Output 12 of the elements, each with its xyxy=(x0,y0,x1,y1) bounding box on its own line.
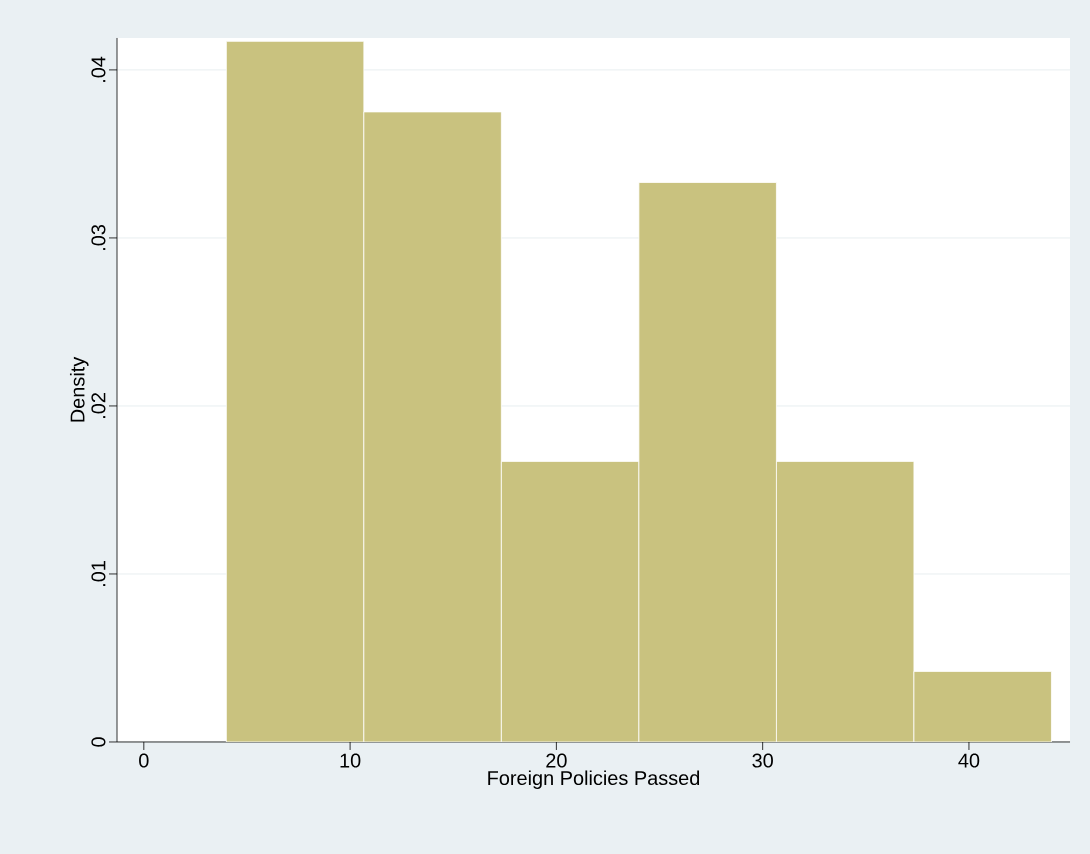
x-tick-label: 10 xyxy=(340,753,361,768)
y-axis-title: Density xyxy=(69,356,89,422)
x-tick-label: 0 xyxy=(139,753,149,768)
y-tick-label: .01 xyxy=(91,561,106,586)
x-tick-label: 20 xyxy=(546,753,567,768)
y-tick-label: .02 xyxy=(91,393,106,418)
y-tick-label: 0 xyxy=(91,737,106,747)
y-tick-label: .03 xyxy=(91,224,106,250)
x-axis-title: Foreign Policies Passed xyxy=(488,770,700,790)
y-tick-label: .04 xyxy=(91,56,106,82)
x-tick-label: 40 xyxy=(958,753,980,768)
x-tick-label: 30 xyxy=(752,753,773,768)
